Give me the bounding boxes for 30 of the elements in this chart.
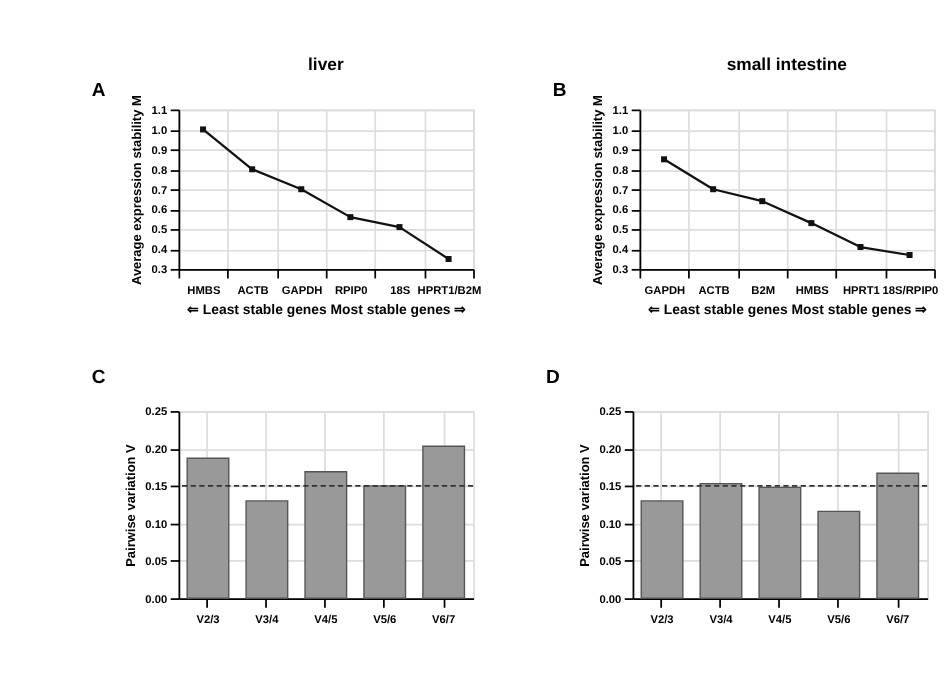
- bar: [304, 471, 348, 599]
- bar: [699, 482, 743, 599]
- bar: [817, 510, 861, 599]
- text: B: [552, 79, 567, 102]
- chart-title: small intestine: [726, 53, 848, 74]
- line-series: [200, 126, 452, 262]
- bar: [245, 500, 289, 599]
- text: C: [91, 367, 106, 390]
- point: [298, 186, 305, 193]
- point: [808, 220, 815, 227]
- point: [396, 224, 403, 231]
- bar: [186, 457, 230, 599]
- point: [906, 251, 913, 258]
- point: [200, 126, 207, 133]
- bar: [363, 485, 407, 599]
- point: [445, 255, 452, 262]
- bar: [876, 472, 920, 599]
- bar: [422, 445, 466, 599]
- bar: [640, 500, 684, 599]
- text: A: [91, 79, 106, 102]
- point: [249, 166, 256, 173]
- bar: [758, 486, 802, 599]
- point: [857, 244, 864, 251]
- point: [710, 186, 717, 193]
- text: D: [545, 367, 560, 390]
- chart-title: liver: [308, 53, 345, 74]
- point: [759, 198, 766, 205]
- point: [347, 214, 354, 221]
- point: [661, 156, 668, 163]
- line-series: [661, 156, 913, 258]
